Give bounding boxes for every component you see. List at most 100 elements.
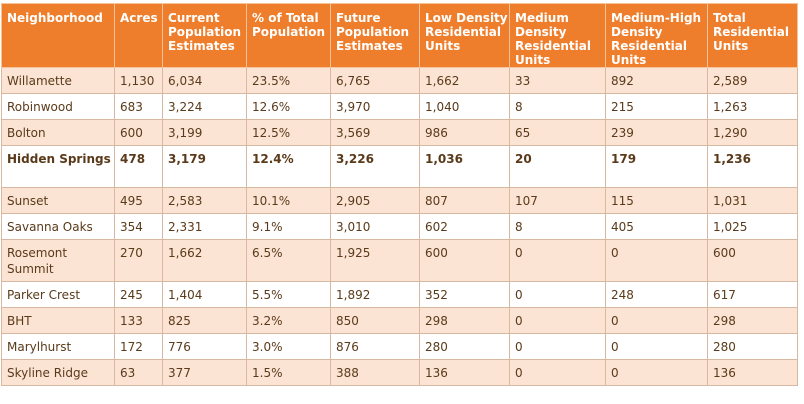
cell-future-population: 388	[330, 359, 420, 386]
cell-medium-high-density: 115	[605, 187, 708, 214]
table-row-highlighted: Hidden Springs 478 3,179 12.4% 3,226 1,0…	[1, 145, 798, 188]
cell-percent-population: 12.6%	[246, 93, 331, 120]
cell-current-population: 3,199	[162, 119, 247, 146]
cell-total-units: 1,236	[707, 145, 798, 188]
table-row: Skyline Ridge 63 377 1.5% 388 136 0 0 13…	[1, 359, 798, 386]
cell-total-units: 1,031	[707, 187, 798, 214]
cell-neighborhood: Willamette	[1, 67, 115, 94]
table-row: Robinwood 683 3,224 12.6% 3,970 1,040 8 …	[1, 93, 798, 120]
cell-low-density: 298	[419, 307, 510, 334]
cell-neighborhood: Hidden Springs	[1, 145, 115, 188]
cell-percent-population: 12.4%	[246, 145, 331, 188]
table-row: Willamette 1,130 6,034 23.5% 6,765 1,662…	[1, 67, 798, 94]
table-row: Marylhurst 172 776 3.0% 876 280 0 0 280	[1, 333, 798, 360]
cell-neighborhood: Rosemont Summit	[1, 239, 115, 282]
cell-medium-high-density: 215	[605, 93, 708, 120]
cell-low-density: 136	[419, 359, 510, 386]
cell-future-population: 876	[330, 333, 420, 360]
cell-current-population: 1,662	[162, 239, 247, 282]
cell-current-population: 776	[162, 333, 247, 360]
cell-low-density: 280	[419, 333, 510, 360]
cell-total-units: 1,290	[707, 119, 798, 146]
cell-percent-population: 10.1%	[246, 187, 331, 214]
cell-low-density: 600	[419, 239, 510, 282]
cell-neighborhood: Bolton	[1, 119, 115, 146]
cell-future-population: 850	[330, 307, 420, 334]
header-current-population: Current Population Estimates	[162, 3, 247, 68]
cell-medium-high-density: 179	[605, 145, 708, 188]
cell-neighborhood: Parker Crest	[1, 281, 115, 308]
cell-acres: 172	[114, 333, 163, 360]
cell-current-population: 2,583	[162, 187, 247, 214]
cell-low-density: 807	[419, 187, 510, 214]
cell-medium-density: 107	[509, 187, 606, 214]
cell-total-units: 600	[707, 239, 798, 282]
cell-percent-population: 6.5%	[246, 239, 331, 282]
cell-acres: 270	[114, 239, 163, 282]
cell-neighborhood: Sunset	[1, 187, 115, 214]
cell-current-population: 825	[162, 307, 247, 334]
header-future-population: Future Population Estimates	[330, 3, 420, 68]
cell-future-population: 3,970	[330, 93, 420, 120]
cell-current-population: 377	[162, 359, 247, 386]
cell-neighborhood: Skyline Ridge	[1, 359, 115, 386]
cell-medium-high-density: 0	[605, 359, 708, 386]
cell-current-population: 2,331	[162, 213, 247, 240]
cell-medium-density: 8	[509, 93, 606, 120]
header-neighborhood: Neighborhood	[1, 3, 115, 68]
cell-medium-density: 20	[509, 145, 606, 188]
cell-future-population: 1,892	[330, 281, 420, 308]
cell-total-units: 2,589	[707, 67, 798, 94]
cell-medium-density: 0	[509, 333, 606, 360]
cell-medium-high-density: 892	[605, 67, 708, 94]
cell-percent-population: 12.5%	[246, 119, 331, 146]
cell-total-units: 1,025	[707, 213, 798, 240]
cell-percent-population: 9.1%	[246, 213, 331, 240]
cell-medium-high-density: 0	[605, 239, 708, 282]
cell-total-units: 298	[707, 307, 798, 334]
table-row: Rosemont Summit 270 1,662 6.5% 1,925 600…	[1, 239, 798, 282]
cell-percent-population: 3.0%	[246, 333, 331, 360]
cell-acres: 354	[114, 213, 163, 240]
cell-neighborhood: Marylhurst	[1, 333, 115, 360]
cell-future-population: 3,226	[330, 145, 420, 188]
cell-current-population: 6,034	[162, 67, 247, 94]
cell-current-population: 1,404	[162, 281, 247, 308]
cell-acres: 495	[114, 187, 163, 214]
header-medium-density-units: Medium Density Residential Units	[509, 3, 606, 68]
table-row: Parker Crest 245 1,404 5.5% 1,892 352 0 …	[1, 281, 798, 308]
header-row: Neighborhood Acres Current Population Es…	[1, 3, 798, 68]
cell-medium-high-density: 405	[605, 213, 708, 240]
cell-low-density: 1,040	[419, 93, 510, 120]
cell-neighborhood: Robinwood	[1, 93, 115, 120]
table-row: BHT 133 825 3.2% 850 298 0 0 298	[1, 307, 798, 334]
header-low-density-units: Low Density Residential Units	[419, 3, 510, 68]
cell-percent-population: 23.5%	[246, 67, 331, 94]
cell-low-density: 352	[419, 281, 510, 308]
cell-current-population: 3,179	[162, 145, 247, 188]
cell-future-population: 3,569	[330, 119, 420, 146]
cell-low-density: 602	[419, 213, 510, 240]
cell-low-density: 1,662	[419, 67, 510, 94]
cell-medium-density: 0	[509, 359, 606, 386]
cell-medium-density: 33	[509, 67, 606, 94]
cell-percent-population: 3.2%	[246, 307, 331, 334]
cell-low-density: 986	[419, 119, 510, 146]
cell-percent-population: 1.5%	[246, 359, 331, 386]
cell-total-units: 617	[707, 281, 798, 308]
table-row: Savanna Oaks 354 2,331 9.1% 3,010 602 8 …	[1, 213, 798, 240]
cell-medium-high-density: 239	[605, 119, 708, 146]
cell-acres: 683	[114, 93, 163, 120]
cell-total-units: 136	[707, 359, 798, 386]
header-total-residential-units: Total Residential Units	[707, 3, 798, 68]
cell-percent-population: 5.5%	[246, 281, 331, 308]
header-medium-high-density-units: Medium-High Density Residential Units	[605, 3, 708, 68]
cell-total-units: 1,263	[707, 93, 798, 120]
header-percent-total-population: % of Total Population	[246, 3, 331, 68]
cell-medium-density: 0	[509, 239, 606, 282]
cell-medium-density: 65	[509, 119, 606, 146]
cell-acres: 478	[114, 145, 163, 188]
table-row: Sunset 495 2,583 10.1% 2,905 807 107 115…	[1, 187, 798, 214]
cell-medium-high-density: 248	[605, 281, 708, 308]
